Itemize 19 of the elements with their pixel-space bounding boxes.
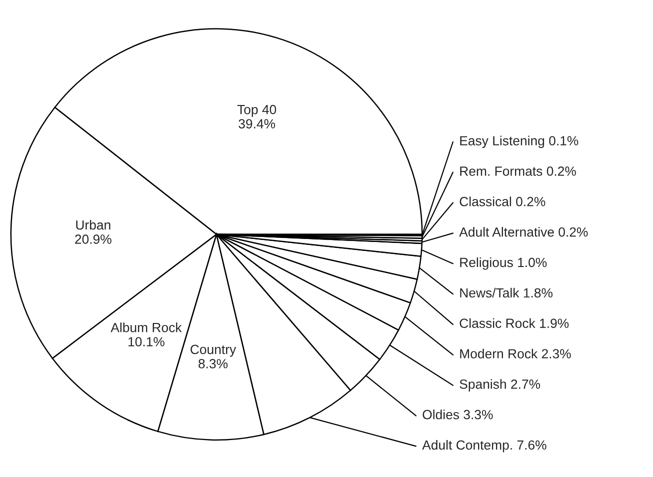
slice-label: Rem. Formats 0.2% [460, 166, 576, 176]
data-label: 39.4% [238, 119, 276, 128]
slice-label: Classical 0.2% [460, 196, 546, 206]
slice-label: Adult Contemp. 7.6% [422, 440, 546, 452]
slice-label: Oldies 3.3% [422, 410, 493, 420]
slice-label: Country [190, 344, 236, 357]
slice-label: Urban [76, 220, 110, 230]
slice-label: Album Rock [110, 322, 182, 332]
slice-label: Classic Rock 1.9% [460, 318, 569, 328]
slice-label: News/Talk 1.8% [460, 288, 552, 298]
data-label: 10.1% [128, 337, 164, 346]
data-label: 8.3% [198, 359, 228, 368]
slice-label: Spanish 2.7% [460, 379, 540, 392]
slice-label: Easy Listening 0.1% [460, 136, 578, 148]
slice-label: Modern Rock 2.3% [460, 348, 571, 358]
slice-label: Top 40 [237, 104, 276, 117]
slice-label: Religious 1.0% [460, 257, 547, 270]
slice-label: Adult Alternative 0.2% [459, 227, 588, 237]
data-label: 20.9% [75, 234, 112, 244]
